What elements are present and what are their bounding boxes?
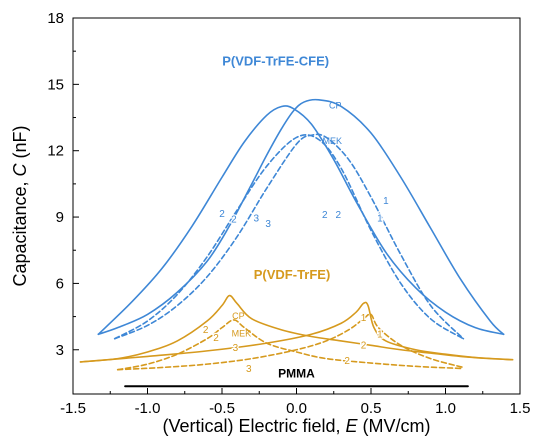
series-cfe-cp-down — [97, 105, 505, 336]
cycle-number: 2 — [344, 356, 350, 367]
series-cfe-cp-up — [97, 98, 505, 336]
plot-annotations: P(VDF-TrFE-CFE) P(VDF-TrFE) PMMA CP MEK CP MEK… — [202, 54, 391, 381]
series-trfe-mek-down — [116, 313, 465, 371]
plot-series — [79, 98, 514, 388]
x-tick-label: 1.0 — [435, 400, 456, 417]
cycle-number: 2 — [213, 333, 219, 344]
cycle-number: 2 — [322, 210, 328, 221]
cycle-number: 2 — [335, 210, 341, 221]
curve-label: CP — [232, 311, 245, 321]
y-axis-label-unit: (nF) — [10, 125, 30, 163]
y-tick-label: 12 — [47, 143, 64, 160]
cycle-number: 1 — [377, 330, 383, 341]
cycle-number: 3 — [253, 213, 259, 224]
cycle-number: 3 — [265, 219, 271, 230]
series-cfe-mek-down — [113, 134, 465, 340]
x-tick-label: 1.5 — [510, 400, 531, 417]
y-tick-label: 3 — [56, 342, 64, 359]
y-axis-label-prefix: Capacitance, — [10, 176, 30, 286]
cycle-number: 2 — [219, 209, 225, 220]
y-tick-label: 9 — [56, 209, 64, 226]
x-tick-label: -1.0 — [135, 400, 161, 417]
x-tick-label: 0.5 — [361, 400, 382, 417]
cycle-number: 2 — [231, 215, 237, 226]
curve-label: MEK — [232, 328, 252, 338]
cycle-number: 1 — [383, 196, 389, 207]
cycle-number: 2 — [203, 325, 209, 336]
curve-label: MEK — [323, 136, 343, 146]
y-axis: 3 6 9 12 15 18 — [47, 10, 79, 359]
x-tick-label: -0.5 — [209, 400, 235, 417]
x-tick-label: 0.0 — [286, 400, 307, 417]
series-group-label: P(VDF-TrFE-CFE) — [222, 54, 329, 69]
series-cfe-mek-up — [113, 133, 465, 340]
x-axis-label: (Vertical) Electric field, E (MV/cm) — [162, 416, 430, 436]
cycle-number: 3 — [246, 364, 252, 375]
series-group-label: PMMA — [278, 366, 315, 380]
x-axis: -1.5 -1.0 -0.5 0.0 0.5 1.0 1.5 — [60, 388, 530, 417]
cycle-number: 2 — [361, 341, 367, 352]
cycle-number: 3 — [233, 343, 239, 354]
y-tick-label: 15 — [47, 76, 64, 93]
y-axis-label: Capacitance, C (nF) — [10, 125, 30, 286]
y-tick-label: 18 — [47, 10, 64, 27]
series-trfe-cp-down — [79, 301, 514, 363]
x-axis-label-prefix: (Vertical) Electric field, — [162, 416, 345, 436]
series-trfe-mek-up — [116, 319, 465, 371]
y-tick-label: 6 — [56, 275, 64, 292]
cycle-number: 1 — [361, 313, 367, 324]
x-axis-label-unit: (MV/cm) — [358, 416, 431, 436]
series-group-label: P(VDF-TrFE) — [254, 267, 331, 282]
y-axis-label-symbol: C — [10, 162, 30, 176]
curve-label: CP — [329, 101, 342, 111]
cycle-number: 1 — [377, 213, 383, 224]
x-axis-label-symbol: E — [346, 416, 359, 436]
x-tick-label: -1.5 — [60, 400, 86, 417]
